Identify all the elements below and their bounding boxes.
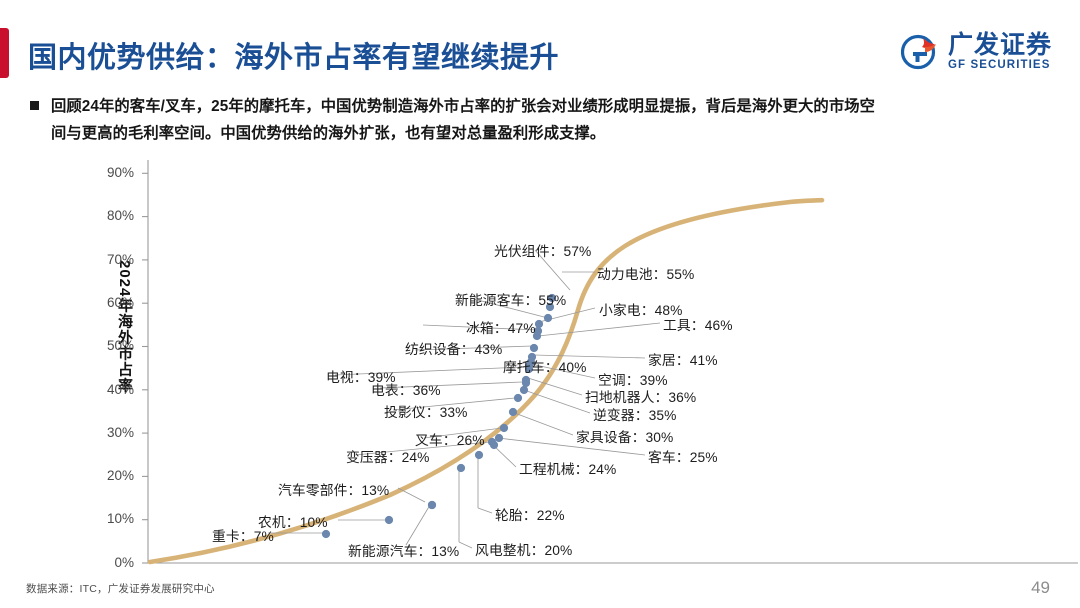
point-label-battery: 动力电池：55% <box>597 267 695 282</box>
gf-securities-logo: 广发证券 GF SECURITIES <box>900 30 1052 72</box>
point-label-furniture-equip: 家具设备：30% <box>576 430 674 445</box>
data-point <box>474 450 484 460</box>
point-label-tools: 工具：46% <box>663 318 733 333</box>
point-label-ne-bus: 新能源客车：55% <box>455 293 567 308</box>
slide-header: 国内优势供给：海外市占率有望继续提升 广发证券 GF SECURITIES <box>0 0 1080 88</box>
data-point <box>545 302 555 312</box>
data-point <box>513 393 523 403</box>
y-tick-label: 60% <box>106 294 134 310</box>
y-axis-title: 2024年海外市占率 <box>116 260 133 394</box>
gf-logo-mark-icon <box>900 32 941 72</box>
data-point <box>521 375 531 385</box>
y-tick-label: 50% <box>106 338 134 354</box>
logo-text: 广发证券 GF SECURITIES <box>947 30 1052 72</box>
point-label-projector: 投影仪：33% <box>384 405 468 420</box>
data-point <box>494 433 504 443</box>
data-point <box>489 440 499 450</box>
point-label-tire: 轮胎：22% <box>495 508 565 523</box>
point-label-transformer: 变压器：24% <box>346 450 430 465</box>
data-point <box>456 463 466 473</box>
bullet-text-line-1: 回顾24年的客车/叉车，25年的摩托车，中国优势制造海外市占率的扩张会对业绩形成… <box>51 98 876 115</box>
y-tick-label: 30% <box>106 424 134 440</box>
logo-name-en: GF SECURITIES <box>947 58 1051 71</box>
overseas-share-chart: 2024年海外市占率 90% 80% 70% 60% 50% 40% 30% 2… <box>0 150 1080 570</box>
data-point <box>427 500 437 510</box>
point-label-air-conditioner: 空调：39% <box>598 373 668 388</box>
point-label-textile-equip: 纺织设备：43% <box>405 342 503 357</box>
distribution-curve <box>147 197 825 565</box>
data-points <box>321 293 557 539</box>
point-label-ne-vehicle: 新能源汽车：13% <box>348 544 460 559</box>
data-point <box>508 407 518 417</box>
point-label-auto-parts: 汽车零部件：13% <box>278 483 390 498</box>
data-point <box>384 515 394 525</box>
data-point <box>534 319 544 329</box>
data-point <box>529 343 539 353</box>
y-tick-label: 20% <box>106 468 134 484</box>
bullet-square-icon <box>30 101 39 110</box>
y-tick-label: 40% <box>106 381 134 397</box>
bullet-row: 回顾24年的客车/叉车，25年的摩托车，中国优势制造海外市占率的扩张会对业绩形成… <box>30 94 1060 148</box>
point-label-heavy-truck: 重卡：7% <box>212 529 274 544</box>
y-tick-label: 0% <box>114 554 134 570</box>
point-label-fridge: 冰箱：47% <box>466 321 536 336</box>
point-label-small-appliance: 小家电：48% <box>599 303 683 318</box>
y-axis-ticks <box>142 172 148 564</box>
point-label-construction-mach: 工程机械：24% <box>519 462 617 477</box>
point-label-agri-machinery: 农机：10% <box>258 515 328 530</box>
data-point <box>533 326 543 336</box>
data-point <box>499 423 509 433</box>
page-title: 国内优势供给：海外市占率有望继续提升 <box>28 42 560 74</box>
logo-name-cn: 广发证券 <box>947 30 1052 59</box>
point-label-pv-module: 光伏组件：57% <box>494 244 592 259</box>
y-tick-label: 10% <box>106 511 134 527</box>
point-label-inverter: 逆变器：35% <box>593 408 677 423</box>
data-point <box>519 385 529 395</box>
y-tick-label: 90% <box>106 165 134 180</box>
point-label-motorcycle: 摩托车：40% <box>503 360 587 375</box>
point-label-wind-turbine: 风电整机：20% <box>475 543 573 558</box>
point-label-bus: 客车：25% <box>648 450 718 465</box>
point-label-tv: 电视：39% <box>326 370 396 385</box>
point-label-electric-meter: 电表：36% <box>371 383 441 398</box>
y-tick-label: 80% <box>106 208 134 224</box>
source-note: 数据来源：ITC，广发证券发展研究中心 <box>26 583 215 595</box>
chart-canvas <box>142 160 1078 565</box>
bullet-text-line-2: 间与更高的毛利率空间。中国优势供给的海外扩张，也有望对总量盈利形成支撑。 <box>51 124 606 142</box>
y-tick-label: 70% <box>106 251 134 267</box>
data-point <box>547 293 557 303</box>
point-label-forklift: 叉车：26% <box>415 433 485 448</box>
point-label-home-furnishing: 家居：41% <box>648 353 718 368</box>
data-point <box>321 529 331 539</box>
data-point <box>543 313 553 323</box>
point-label-robot-vacuum: 扫地机器人：36% <box>585 390 697 405</box>
page-number: 49 <box>1031 578 1050 597</box>
title-accent-bar <box>0 28 9 78</box>
data-point <box>527 352 537 362</box>
bullet-block: 回顾24年的客车/叉车，25年的摩托车，中国优势制造海外市占率的扩张会对业绩形成… <box>30 94 1060 148</box>
leader-lines <box>268 249 661 549</box>
